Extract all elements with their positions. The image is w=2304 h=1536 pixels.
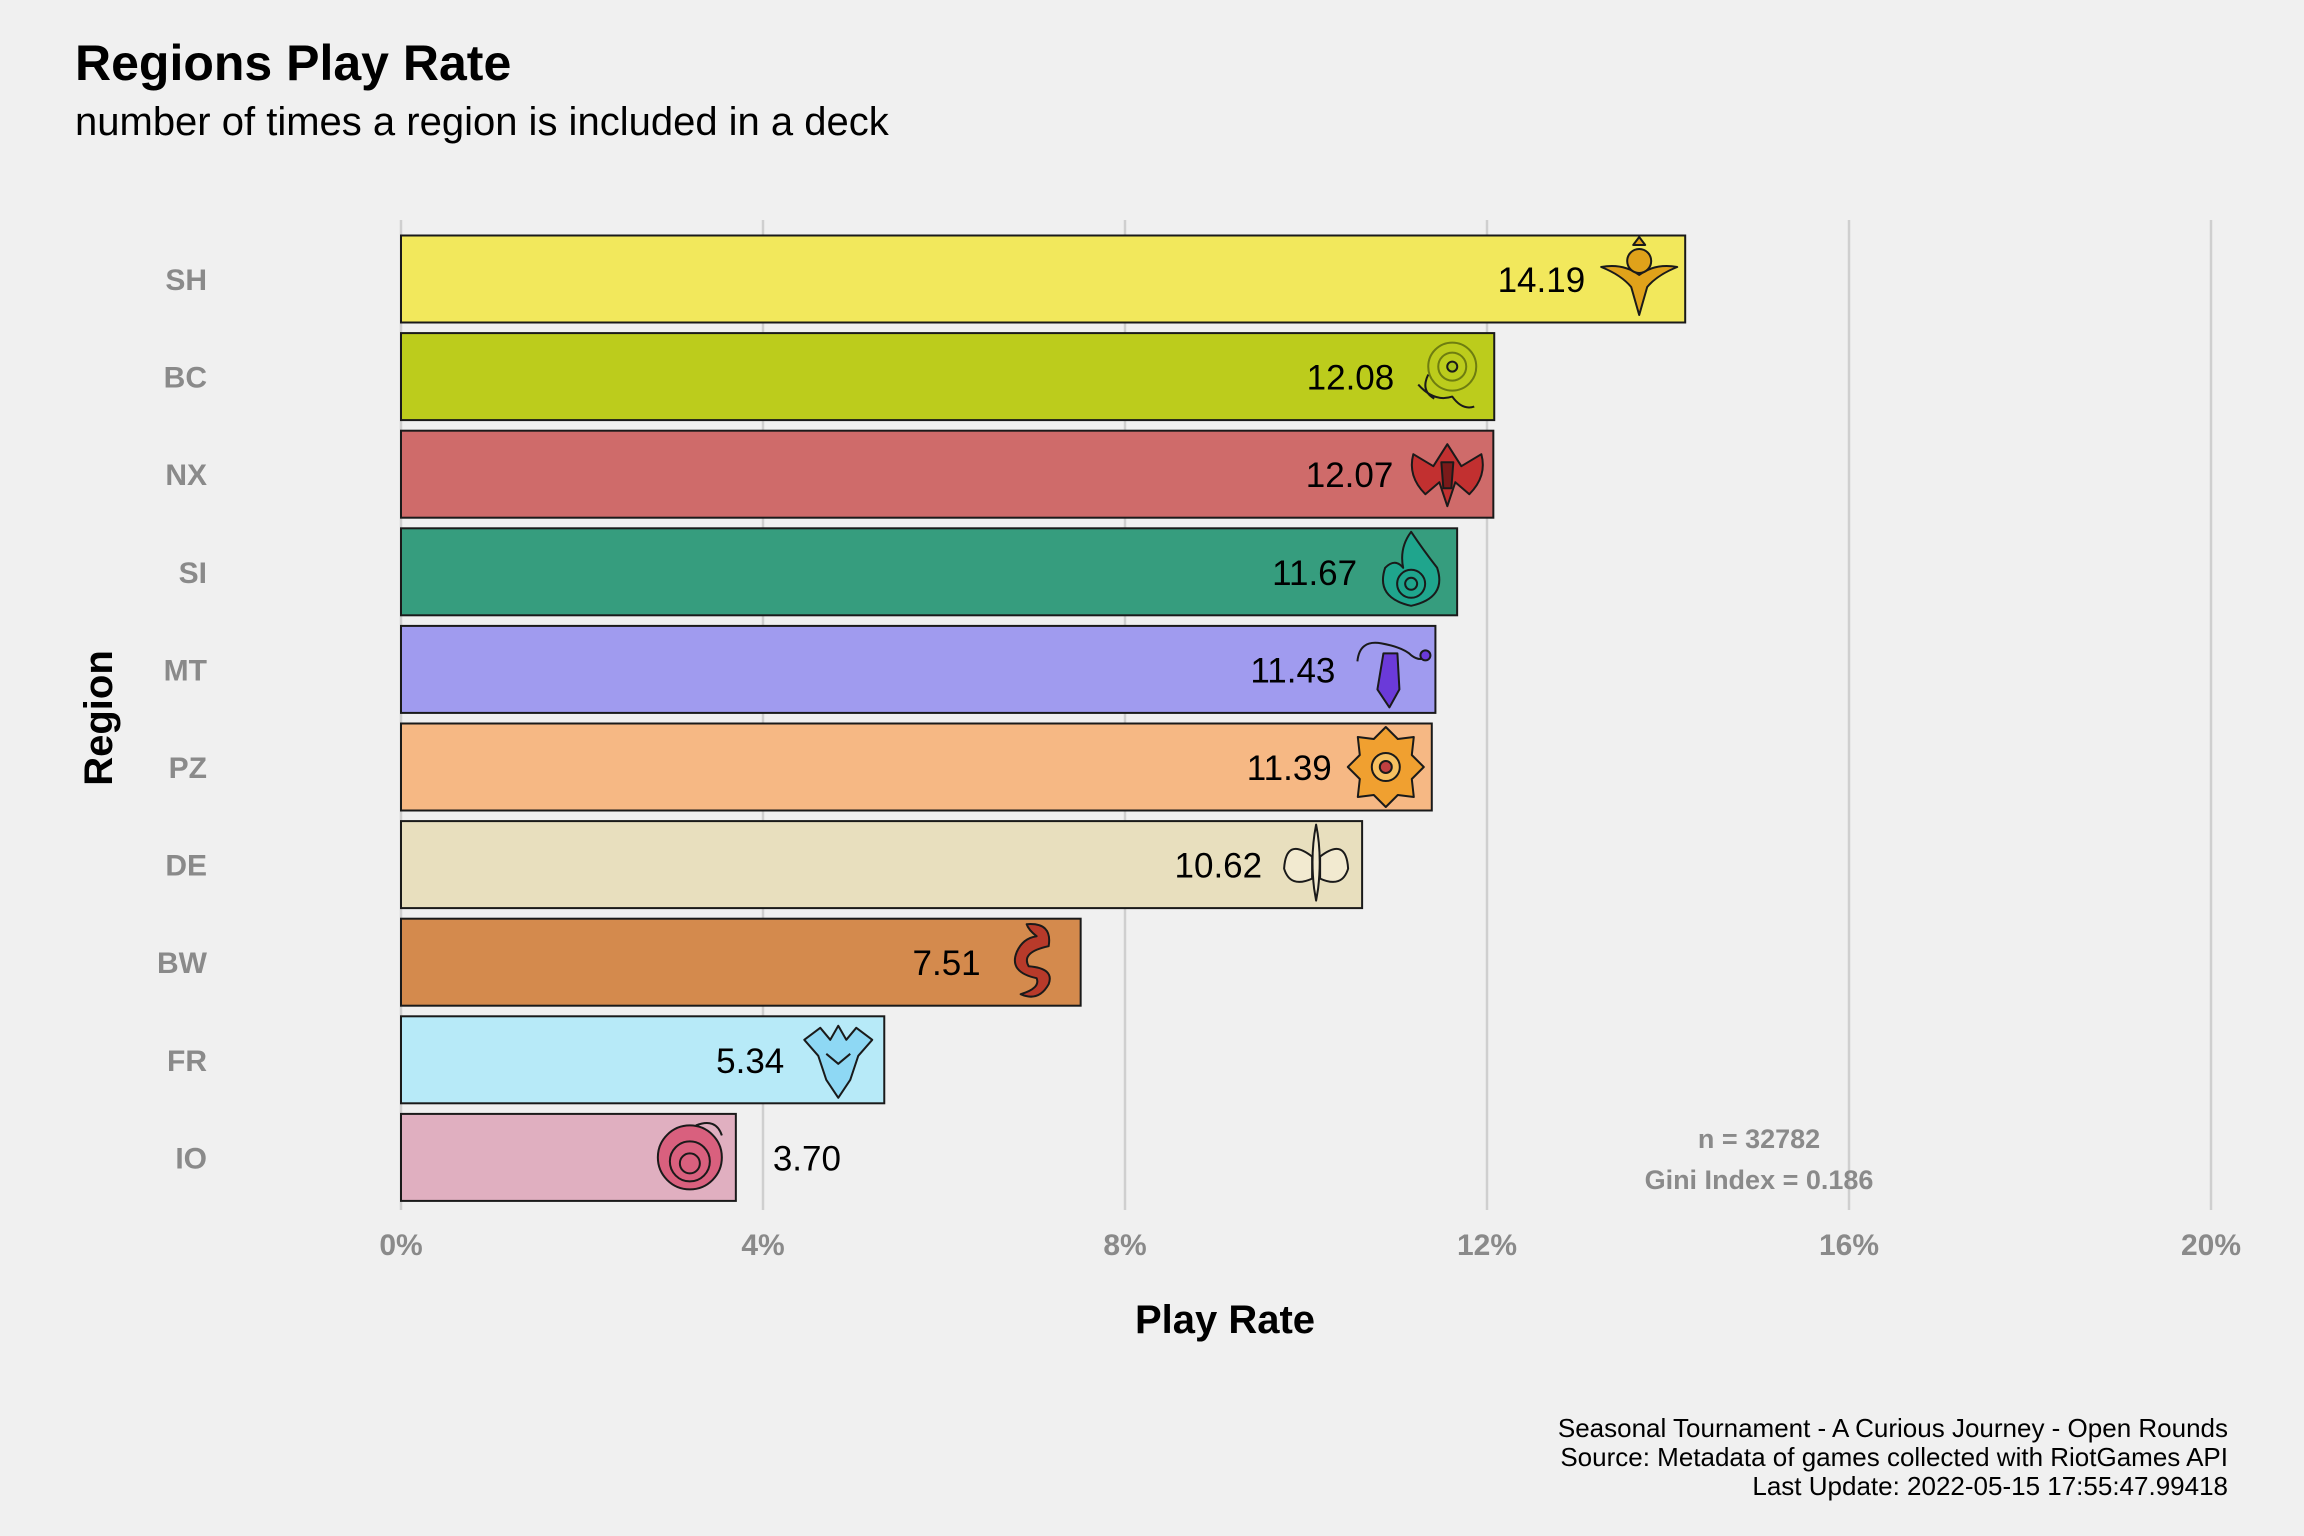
value-label-bc: 12.08 (1307, 359, 1395, 398)
freljord-icon (803, 1024, 874, 1099)
shurima-icon (1600, 236, 1679, 316)
value-label-mt: 11.43 (1250, 651, 1335, 690)
bilgewater-icon (1013, 923, 1051, 998)
bars: 14.19 12.08 12.07 11.67 11.43 11.39 10.62 7.51 5… (400, 234, 1687, 1202)
bar-de (400, 820, 1364, 910)
chart-title: Regions Play Rate (75, 35, 512, 91)
x-tick-label: 12% (1457, 1229, 1517, 1262)
value-label-pz: 11.39 (1247, 749, 1332, 788)
caption-line-update: Last Update: 2022-05-15 17:55:47.99418 (1752, 1471, 2228, 1501)
targon-icon (1356, 641, 1432, 709)
y-tick-label-si: SI (179, 557, 207, 590)
gini-index-annotation: Gini Index = 0.186 (1645, 1165, 1874, 1195)
value-label-sh: 14.19 (1498, 261, 1586, 300)
value-label-bw: 7.51 (913, 944, 981, 983)
bar-sh (400, 234, 1687, 324)
sample-size-annotation: n = 32782 (1698, 1124, 1820, 1154)
y-tick-label-de: DE (165, 850, 207, 883)
noxus-icon (1410, 443, 1484, 508)
chart-subtitle: number of times a region is included in … (75, 100, 889, 144)
x-tick-label: 16% (1819, 1229, 1879, 1262)
y-tick-label-mt: MT (164, 654, 207, 687)
value-label-fr: 5.34 (716, 1042, 784, 1081)
bandle-city-icon (1417, 341, 1478, 409)
bar-fr (400, 1015, 886, 1105)
x-tick-label: 0% (379, 1229, 422, 1262)
y-axis-title: Region (77, 650, 121, 786)
bar-bc (400, 332, 1496, 422)
x-axis-title: Play Rate (1135, 1298, 1315, 1342)
caption-line-tournament: Seasonal Tournament - A Curious Journey … (1557, 1413, 2228, 1443)
y-tick-label-fr: FR (167, 1045, 207, 1078)
value-label-nx: 12.07 (1306, 456, 1394, 495)
chart-caption: Seasonal Tournament - A Curious Journey … (1558, 1414, 2228, 1501)
y-tick-label-sh: SH (165, 264, 207, 297)
value-label-io: 3.70 (773, 1139, 841, 1178)
bar-pz (400, 722, 1433, 812)
bar-mt (400, 624, 1437, 714)
value-label-de: 10.62 (1175, 847, 1263, 886)
y-tick-labels: SH BC NX SI MT PZ DE BW FR IO (157, 264, 208, 1175)
x-tick-label: 20% (2181, 1229, 2241, 1262)
bar-bw (400, 917, 1082, 1007)
bar-nx (400, 429, 1495, 519)
shadow-isles-icon (1382, 530, 1441, 607)
y-tick-label-bw: BW (157, 947, 208, 980)
caption-line-source: Source: Metadata of games collected with… (1560, 1442, 2228, 1472)
demacia-icon (1283, 823, 1350, 902)
x-tick-labels: 0% 4% 8% 12% 16% 20% (379, 1229, 2241, 1262)
x-tick-label: 8% (1103, 1229, 1146, 1262)
piltover-zaun-icon (1346, 726, 1425, 808)
y-tick-label-nx: NX (165, 459, 207, 492)
ionia-icon (656, 1122, 723, 1191)
y-tick-label-bc: BC (164, 362, 207, 395)
bar-si (400, 527, 1459, 617)
value-label-si: 11.67 (1272, 554, 1357, 593)
y-tick-label-io: IO (175, 1142, 207, 1175)
x-tick-label: 4% (741, 1229, 784, 1262)
y-tick-label-pz: PZ (169, 752, 207, 785)
